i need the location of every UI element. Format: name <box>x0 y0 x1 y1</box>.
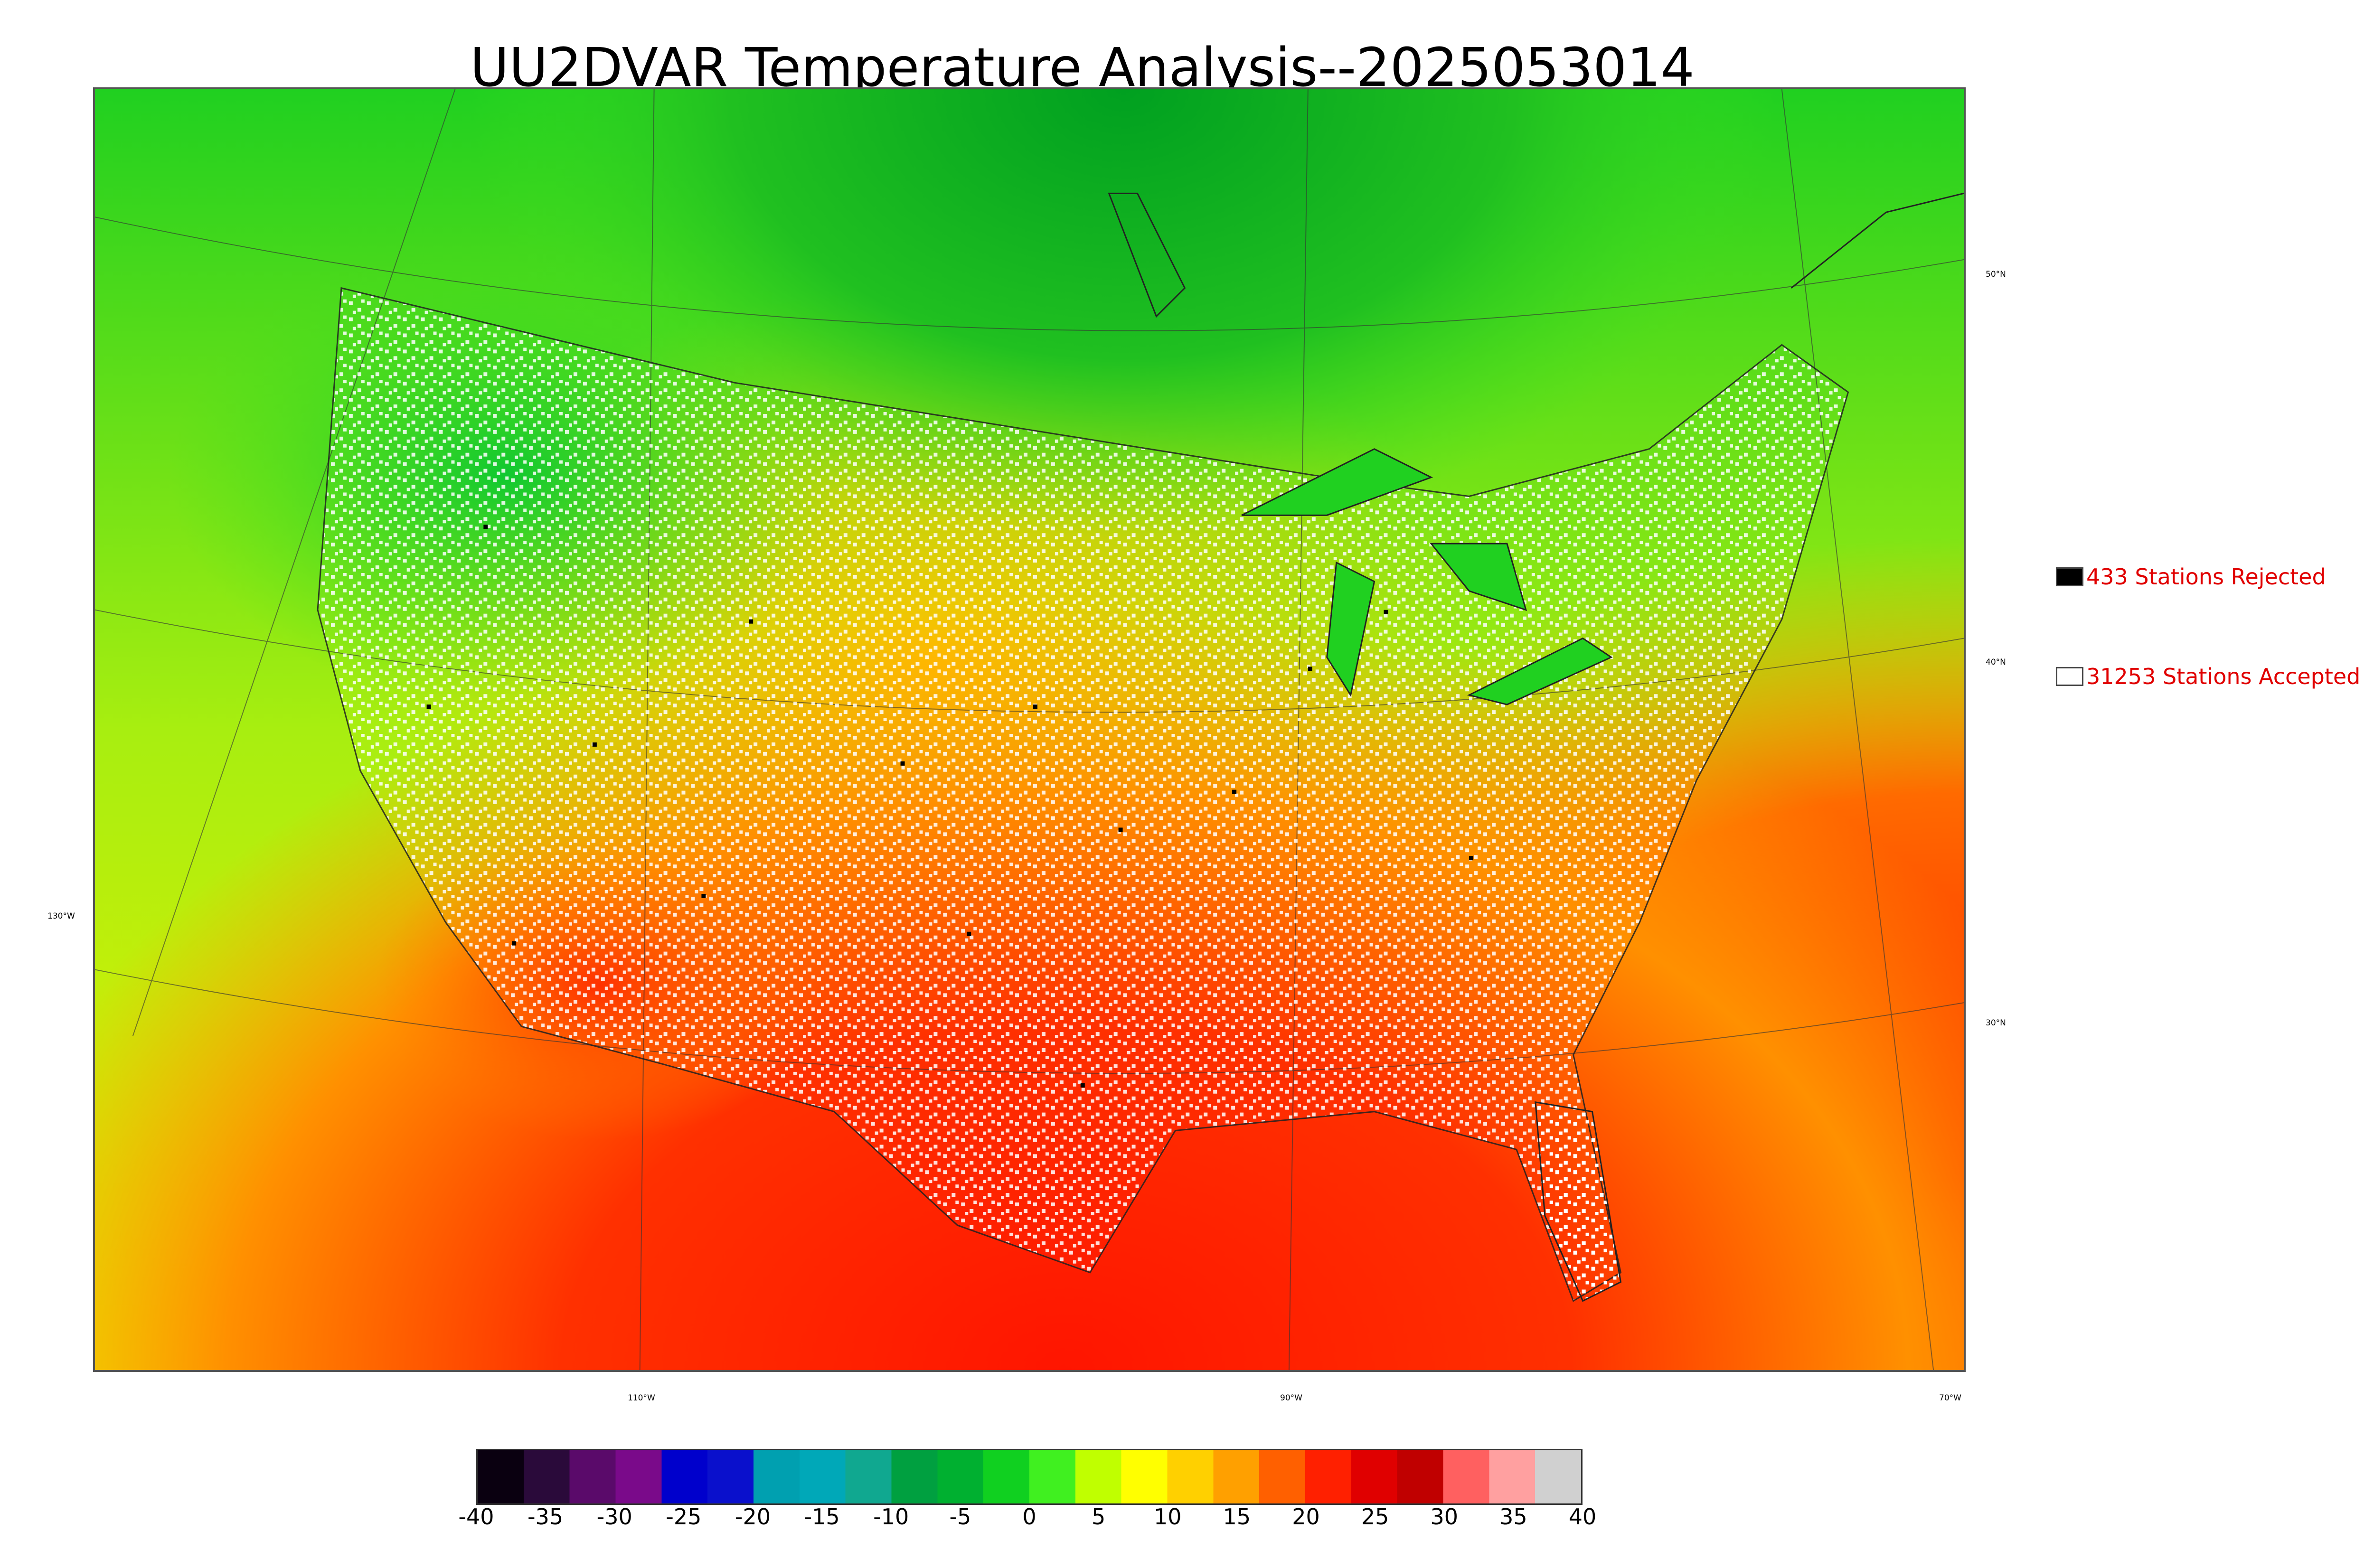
colorbar-tick-label: -5 <box>949 1504 971 1530</box>
colorbar-tick-label: 5 <box>1091 1504 1106 1530</box>
lon-tick-110w: 110°W <box>628 1393 655 1403</box>
lon-tick-70w: 70°W <box>1939 1393 1961 1403</box>
colorbar-tick-label: 25 <box>1361 1504 1389 1530</box>
colorbar-tick-label: 20 <box>1292 1504 1320 1530</box>
lon-tick-130w: 130°W <box>47 911 75 921</box>
lon-tick-90w: 90°W <box>1280 1393 1302 1403</box>
temperature-field <box>95 89 1964 1370</box>
colorbar-tick-label: -15 <box>804 1504 840 1530</box>
accepted-label: 31253 Stations Accepted <box>2086 664 2361 689</box>
legend-rejected: 433 Stations Rejected <box>2056 564 2326 590</box>
legend-accepted: 31253 Stations Accepted <box>2056 664 2361 689</box>
temperature-map <box>93 87 1966 1372</box>
colorbar-tick-label: 35 <box>1499 1504 1527 1530</box>
lat-tick-40n: 40°N <box>1986 657 2006 667</box>
rejected-swatch <box>2056 567 2083 586</box>
colorbar-tick-label: 10 <box>1153 1504 1182 1530</box>
colorbar-tick-label: 40 <box>1568 1504 1597 1530</box>
rejected-label: 433 Stations Rejected <box>2086 564 2326 590</box>
colorbar-tick-label: -30 <box>596 1504 632 1530</box>
colorbar-ticks: -40 -35 -30 -25 -20 -15 -10 -5 0 5 10 15 20 25 30 35 40 <box>458 1504 1596 1537</box>
colorbar-tick-label: -10 <box>873 1504 909 1530</box>
colorbar <box>476 1449 1583 1505</box>
colorbar-tick-label: -25 <box>666 1504 702 1530</box>
colorbar-tick-label: 30 <box>1430 1504 1459 1530</box>
accepted-swatch <box>2056 667 2083 686</box>
colorbar-tick-label: -40 <box>458 1504 494 1530</box>
colorbar-tick-label: 15 <box>1223 1504 1251 1530</box>
colorbar-tick-label: -35 <box>528 1504 564 1530</box>
lat-tick-50n: 50°N <box>1986 270 2006 279</box>
lat-tick-30n: 30°N <box>1986 1018 2006 1028</box>
colorbar-tick-label: 0 <box>1022 1504 1036 1530</box>
colorbar-tick-label: -20 <box>735 1504 771 1530</box>
